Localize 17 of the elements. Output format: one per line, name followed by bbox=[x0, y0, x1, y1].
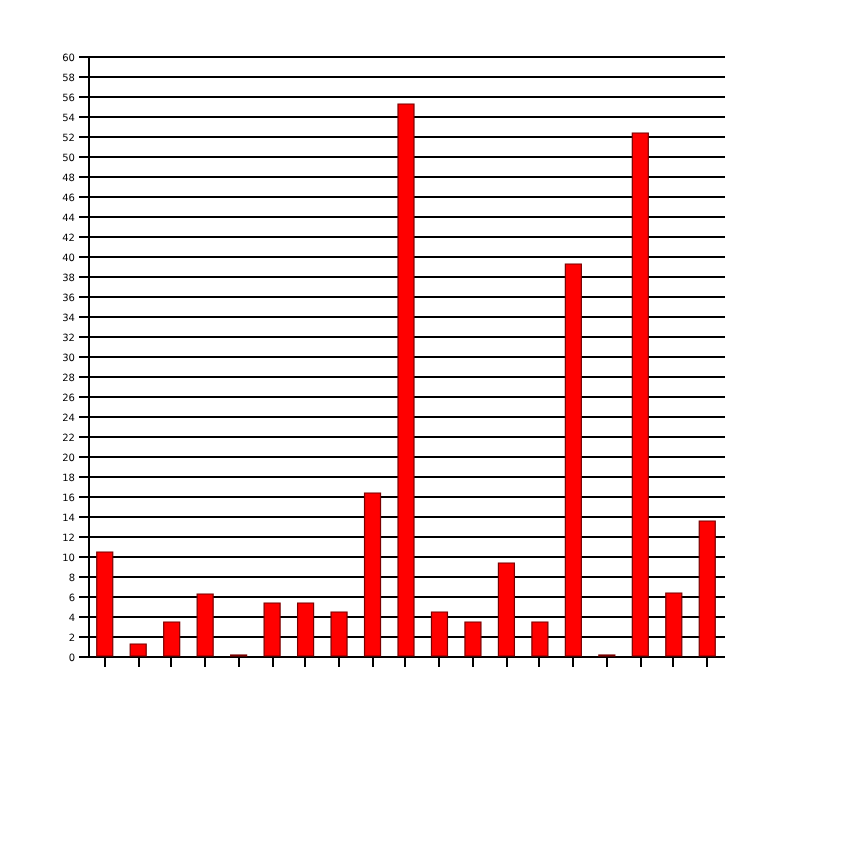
bar bbox=[698, 520, 716, 657]
bar bbox=[363, 492, 382, 657]
bar bbox=[665, 592, 683, 657]
bar bbox=[96, 551, 114, 657]
bar bbox=[196, 593, 214, 657]
bar bbox=[464, 621, 482, 657]
bar bbox=[531, 621, 549, 657]
bar bbox=[631, 132, 649, 657]
bar bbox=[330, 611, 348, 657]
bar bbox=[296, 602, 315, 657]
bar bbox=[430, 611, 449, 657]
bar bbox=[497, 562, 516, 657]
bar bbox=[163, 621, 181, 657]
bar bbox=[263, 602, 281, 657]
bar bbox=[397, 103, 415, 657]
bar bbox=[129, 643, 147, 657]
bar bbox=[564, 263, 582, 657]
